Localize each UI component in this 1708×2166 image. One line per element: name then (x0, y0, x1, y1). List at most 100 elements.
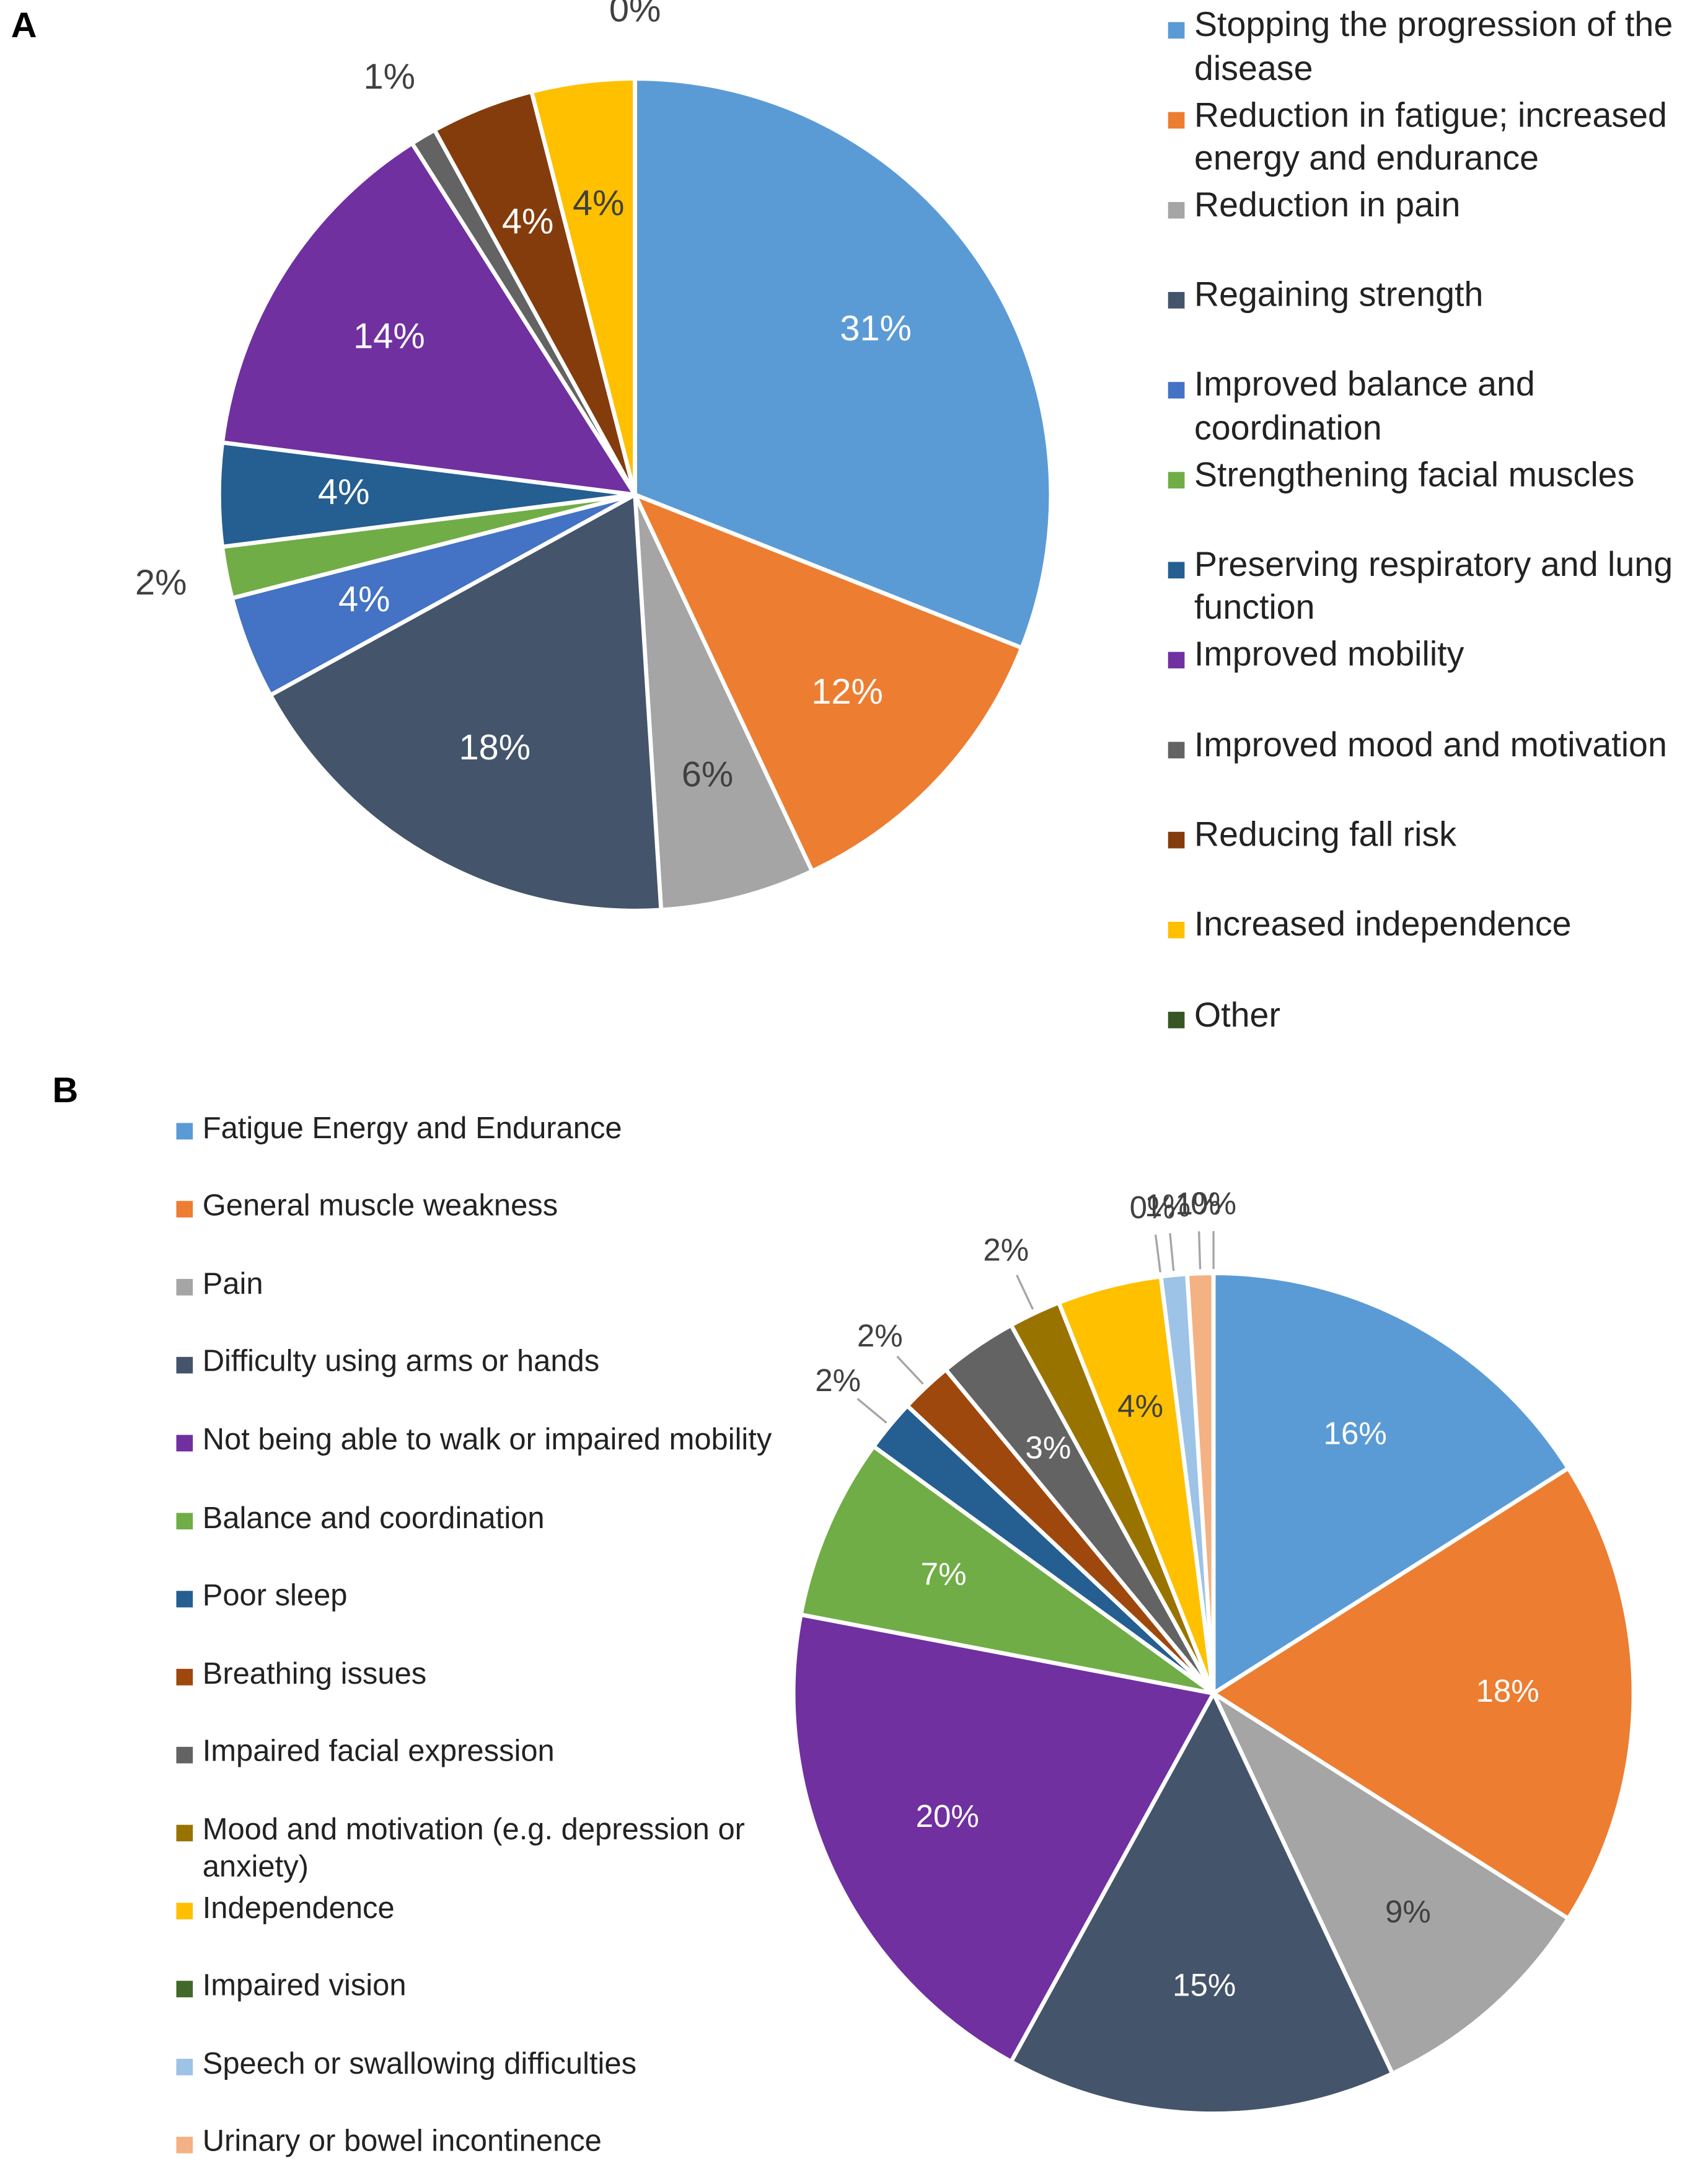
legend-text: Reducing fall risk (1194, 815, 1457, 854)
leader-line (1016, 1275, 1034, 1310)
legend-item: Independence (202, 1890, 395, 1924)
legend-text: Poor sleep (202, 1578, 348, 1612)
legend-swatch (176, 1513, 193, 1530)
pie-slice (791, 1612, 1217, 2065)
legend-swatch (1168, 562, 1185, 579)
legend-swatch (1168, 831, 1185, 849)
legend-swatch (1168, 921, 1185, 939)
legend-item: Breathing issues (203, 1656, 427, 1691)
data-label: 4% (502, 201, 554, 241)
pie-slice (798, 1443, 1215, 1695)
legend-text: Not being able to walk or impaired mobil… (202, 1421, 772, 1457)
leader-line (1198, 1231, 1202, 1270)
data-label: 18% (459, 728, 530, 767)
data-label: 4% (573, 183, 625, 223)
legend-text: Improved balance and coordination (1194, 366, 1535, 448)
legend-text: Speech or swallowing difficulties (202, 2045, 637, 2080)
legend-swatch (1168, 201, 1185, 219)
data-label: 1% (1145, 1188, 1191, 1223)
legend-swatch (1168, 652, 1185, 669)
legend-text: Mood and motivation (e.g. depression or … (202, 1811, 745, 1885)
legend-swatch (1168, 382, 1185, 399)
pie-slice (631, 490, 1025, 874)
legend-item: Strengthening facial muscles (1194, 456, 1635, 495)
leader-line (1154, 1234, 1161, 1273)
data-label: 7% (921, 1557, 967, 1592)
legend-text: Balance and coordination (202, 1500, 545, 1534)
data-label: 31% (840, 309, 912, 348)
legend-swatch (1168, 22, 1185, 39)
legend-swatch (1168, 112, 1185, 129)
legend-swatch (176, 1746, 193, 1764)
legend-swatch (176, 1669, 193, 1686)
data-label: 16% (1324, 1415, 1387, 1451)
legend-text: Reduction in pain (1194, 185, 1461, 224)
legend-item: Preserving respiratory and lung function (1194, 546, 1673, 627)
legend-swatch (176, 2136, 193, 2154)
data-label: 12% (811, 672, 883, 712)
leader-line (896, 1355, 924, 1385)
pie-slice (1211, 1271, 1572, 1697)
legend-item: Pain (202, 1265, 263, 1301)
legend-item: Mood and motivation (e.g. depression or … (202, 1811, 745, 1885)
legend-text: Difficulty using arms or hands (202, 1343, 600, 1379)
legend-text: Impaired vision (202, 1968, 407, 2002)
data-label: 1% (1175, 1186, 1221, 1221)
legend-item: Reduction in pain (1194, 185, 1461, 224)
legend-item: Improved balance and coordination (1194, 366, 1535, 448)
legend-swatch (176, 1356, 193, 1374)
legend-item: Reducing fall risk (1194, 815, 1457, 854)
legend-item: Poor sleep (202, 1578, 348, 1612)
legend-item: Fatigue Energy and Endurance (203, 1110, 622, 1144)
data-label: 20% (916, 1798, 979, 1834)
legend-swatch (1168, 1012, 1185, 1028)
data-label: 0% (1130, 1190, 1176, 1225)
legend-text: Strengthening facial muscles (1194, 456, 1635, 495)
data-label: 6% (682, 754, 734, 794)
panel-label: B (52, 1071, 78, 1110)
legend-item: Regaining strength (1194, 275, 1484, 315)
leader-line (856, 1398, 887, 1424)
panel-label: A (11, 6, 37, 45)
legend-item: Improved mobility (1194, 635, 1464, 674)
leader-line (1169, 1233, 1175, 1271)
legend-text: Other (1194, 995, 1280, 1035)
legend-text: Preserving respiratory and lung function (1194, 546, 1673, 627)
legend-text: Reduction in fatigue; increased energy a… (1194, 95, 1667, 178)
legend-item: Other (1194, 995, 1280, 1035)
legend-swatch (1168, 292, 1185, 309)
legend-item: Improved mood and motivation (1194, 726, 1667, 764)
legend-item: Speech or swallowing difficulties (202, 2045, 637, 2080)
data-label: 2% (983, 1232, 1029, 1268)
data-label: 15% (1173, 1967, 1236, 2002)
legend-item: Balance and coordination (202, 1500, 545, 1534)
legend-swatch (176, 2059, 193, 2075)
data-label: 4% (338, 580, 390, 619)
pie-slice (1208, 1687, 1572, 2077)
legend-text: Regaining strength (1194, 275, 1484, 315)
legend-text: Increased independence (1194, 905, 1572, 945)
legend-text: Independence (202, 1890, 395, 1924)
pie-slice (1008, 1689, 1396, 2116)
legend-item: Impaired facial expression (203, 1734, 555, 1769)
legend-item: Urinary or bowel incontinence (203, 2124, 602, 2159)
data-label: 2% (815, 1363, 861, 1398)
legend-swatch (176, 1903, 193, 1920)
pie-slice (633, 493, 815, 913)
legend-text: General muscle weakness (202, 1188, 558, 1222)
data-label: 0% (1191, 1186, 1236, 1221)
legend-text: Pain (202, 1265, 263, 1301)
legend-item: Difficulty using arms or hands (202, 1343, 600, 1379)
legend-item: Stopping the progression of the disease (1194, 6, 1673, 87)
data-label: 4% (1117, 1388, 1163, 1423)
pie-slice (219, 140, 640, 498)
legend-item: Not being able to walk or impaired mobil… (202, 1421, 772, 1457)
pie-slice (1209, 1465, 1636, 1922)
data-label: 4% (318, 472, 369, 512)
legend-swatch (176, 1434, 193, 1452)
data-label: 3% (1025, 1430, 1071, 1465)
legend-swatch (176, 1981, 193, 1997)
legend-swatch (1168, 472, 1185, 488)
